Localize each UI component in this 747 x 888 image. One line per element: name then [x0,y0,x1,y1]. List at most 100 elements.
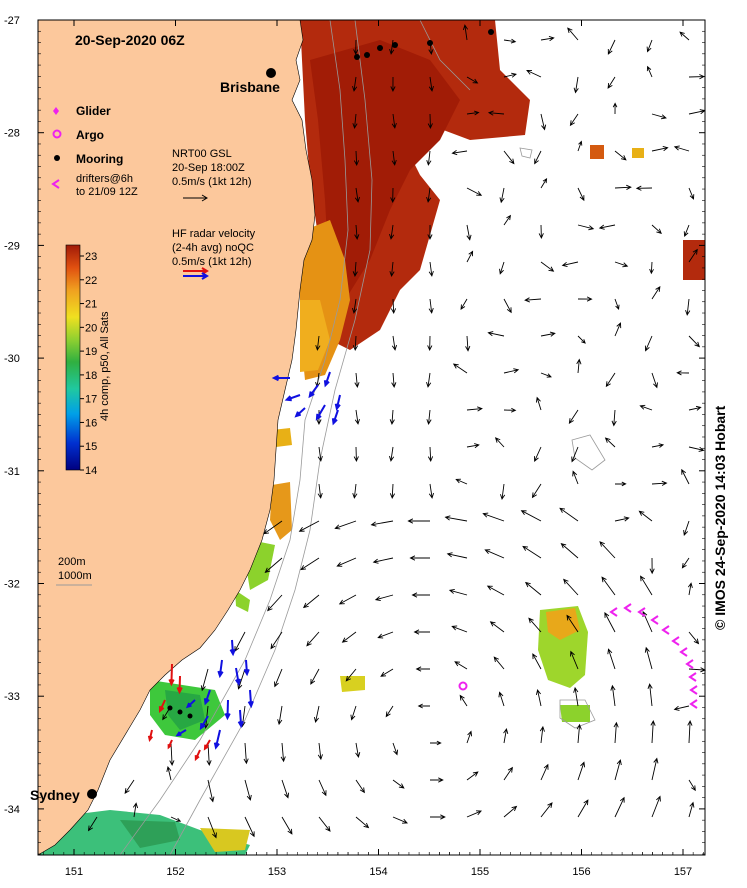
current-arrow [147,729,154,742]
current-arrow [372,557,394,564]
current-arrow [534,150,542,165]
current-arrow [566,614,579,633]
current-arrow [614,759,622,781]
legend-gsl-2: 20-Sep 18:00Z [172,162,245,174]
current-arrow [270,631,283,650]
drifter-marker [650,615,659,625]
current-arrow [563,578,579,596]
current-arrow [487,331,505,337]
current-arrow [466,224,472,241]
current-arrow [426,187,432,203]
current-arrow [352,335,359,352]
current-arrow [392,779,405,789]
current-arrow [427,335,433,352]
current-arrow [649,261,654,275]
current-arrow [194,749,201,762]
colorbar-tick-label: 21 [85,299,97,311]
current-arrow [503,407,517,413]
lat-tick-label: -30 [4,353,20,365]
current-arrow [158,699,166,714]
current-arrow [354,372,360,388]
current-arrow [644,335,653,352]
current-arrow [503,368,520,374]
current-arrow [355,779,365,794]
current-arrow [540,372,552,378]
current-arrow [428,298,434,314]
credit-text: © IMOS 24-Sep-2020 14:03 Hobart [712,405,728,630]
current-arrow [577,224,595,231]
current-arrow [466,187,483,196]
current-arrow [466,250,474,263]
current-arrow [569,113,579,127]
current-arrow [646,39,653,53]
current-arrow [352,76,358,92]
current-arrow [389,39,395,55]
current-arrow [336,557,357,567]
current-arrow [334,394,341,411]
current-arrow [462,24,469,41]
current-arrow [390,187,396,204]
current-arrow [281,779,290,799]
current-arrow [264,557,283,574]
current-arrow [352,261,358,277]
current-arrow [355,816,370,829]
legend-gsl-3: 0.5m/s (1kt 12h) [172,176,251,188]
current-arrow [390,298,397,315]
current-arrow [486,585,505,596]
current-arrow [391,335,397,351]
current-arrow [294,407,306,418]
brisbane-marker [266,68,276,78]
current-arrow [538,224,544,239]
current-arrow [573,76,579,94]
current-arrow [389,409,395,425]
current-arrow [170,816,182,822]
current-arrow [247,689,254,709]
current-arrow [341,631,357,643]
current-arrow [132,802,139,818]
current-arrow [281,816,293,835]
current-arrow [459,694,468,707]
current-arrow [688,405,702,411]
current-arrow [676,370,690,376]
lon-tick-label: 151 [65,866,83,878]
current-arrow [688,801,695,818]
current-arrow [430,740,442,746]
current-arrow [352,298,358,314]
current-arrow [389,483,396,500]
current-arrow [185,699,196,709]
current-arrow [614,796,625,818]
current-arrow [317,446,323,462]
current-arrow [489,621,505,633]
current-arrow [280,742,286,763]
current-arrow [647,683,653,707]
current-arrow [345,668,357,682]
legend-depth-1000: 1000m [58,570,92,582]
current-arrow [243,742,249,765]
current-arrow [607,648,616,670]
current-arrow [651,372,658,389]
current-arrow [651,285,661,300]
lat-tick-label: -28 [4,128,20,140]
current-arrow [413,629,430,635]
current-arrow [350,705,357,721]
current-arrow [650,720,656,744]
plot-frame [37,19,706,856]
current-arrow [124,779,135,794]
current-arrow [683,520,690,536]
current-arrow [455,478,468,485]
current-arrow [524,297,542,303]
current-arrow [573,686,579,707]
current-arrow [370,520,394,527]
lat-tick-label: -31 [4,466,20,478]
current-arrow [460,298,468,310]
city-label-sydney: Sydney [30,787,80,803]
current-arrow [353,150,360,167]
legend-hf-1: HF radar velocity [172,228,256,240]
lon-tick-label: 153 [268,866,286,878]
current-arrow [493,656,505,670]
current-arrow [688,187,695,200]
current-arrow [567,27,579,41]
current-arrow [392,816,408,824]
current-arrow [389,446,395,462]
current-arrow [535,689,542,707]
